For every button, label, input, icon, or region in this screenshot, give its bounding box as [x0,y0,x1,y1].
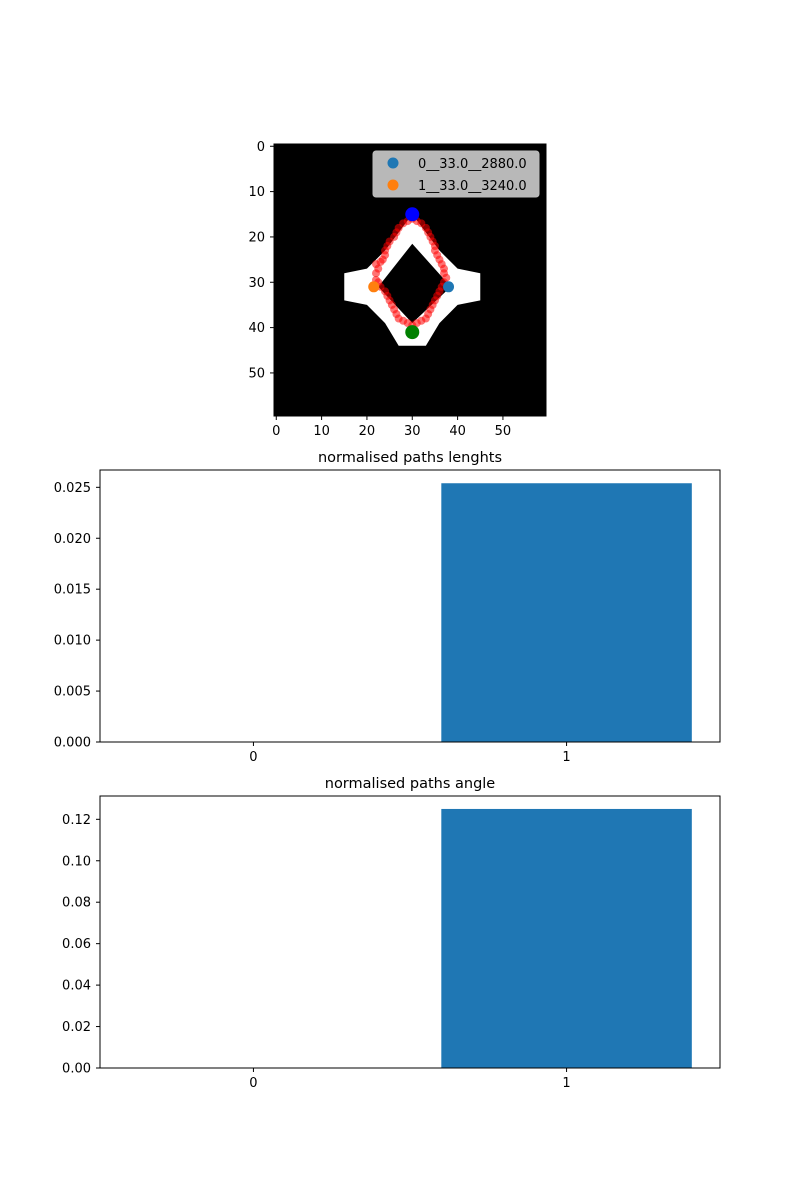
angle-bars [441,808,692,1068]
y-tick-label-5: 50 [248,366,265,381]
angle-y-tick-label-4: 0.08 [62,896,91,911]
lengths-bar-1 [441,483,692,742]
angle-x-tick-label-0: 0 [249,1076,257,1091]
series-points [368,281,455,293]
lengths-axes-frame [99,469,721,743]
x-tick-label-5: 50 [495,424,512,439]
legend-box [372,150,540,198]
lengths-y-tick-label-1: 0.005 [54,685,91,700]
angle-y-tick-label-2: 0.04 [62,979,91,994]
legend: 0__33.0__2880.0 1__33.0__3240.0 [372,150,540,198]
lengths-y-axis-ticks: 0.000 0.005 0.010 0.015 0.020 0.025 [54,481,100,751]
angle-y-tick-label-1: 0.02 [62,1020,91,1035]
endpoint-markers [405,207,420,340]
angle-bar-1 [441,808,692,1068]
legend-label-series-0: 0__33.0__2880.0 [418,157,527,172]
series-1-point-0 [368,281,380,293]
y-tick-label-3: 30 [248,276,265,291]
series-0-point-0 [443,281,455,293]
angle-y-tick-label-6: 0.12 [62,813,91,828]
y-tick-label-2: 20 [248,230,265,245]
x-tick-label-0: 0 [272,424,280,439]
angle-y-tick-label-3: 0.06 [62,937,91,952]
image-subplot: 0 10 20 30 40 50 0 10 20 30 40 50 0__33.0__2880.0 … [248,140,547,439]
x-axis-ticks: 0 10 20 30 40 50 [272,416,511,439]
x-tick-label-3: 30 [404,424,421,439]
x-tick-label-2: 20 [359,424,376,439]
angle-chart-title: normalised paths angle [325,776,496,792]
angle-bar-subplot: normalised paths angle 0.000.020.040.060… [62,776,721,1091]
legend-marker-series-1 [387,179,399,191]
endpoint-marker-0 [405,207,420,222]
y-tick-label-1: 10 [248,185,265,200]
lengths-x-tick-label-1: 1 [562,750,570,765]
x-tick-label-4: 40 [449,424,466,439]
lengths-y-tick-label-0: 0.000 [54,736,91,751]
lengths-y-tick-label-5: 0.025 [54,481,91,496]
angle-axes-frame [99,795,721,1069]
y-axis-ticks: 0 10 20 30 40 50 [248,140,274,381]
legend-label-series-1: 1__33.0__3240.0 [418,179,527,194]
lengths-bars [441,483,692,742]
lengths-y-tick-label-4: 0.020 [54,532,91,547]
image-axes-frame [273,143,547,417]
y-tick-label-4: 40 [248,321,265,336]
angle-x-tick-label-1: 1 [562,1076,570,1091]
angle-y-tick-label-0: 0.00 [62,1062,91,1077]
angle-y-tick-label-5: 0.10 [62,854,91,869]
lengths-y-tick-label-3: 0.015 [54,583,91,598]
lengths-x-tick-label-0: 0 [249,750,257,765]
lengths-chart-title: normalised paths lenghts [318,450,502,466]
y-tick-label-0: 0 [257,140,265,155]
lengths-bar-subplot: normalised paths lenghts 0.000 0.005 0.010… [54,450,721,765]
angle-y-axis-ticks: 0.00 0.02 0.04 0.06 0.08 0.10 0.12 [62,813,100,1077]
endpoint-marker-1 [405,325,420,340]
legend-marker-series-0 [387,157,399,169]
lengths-y-tick-label-2: 0.010 [54,634,91,649]
x-tick-label-1: 10 [313,424,330,439]
